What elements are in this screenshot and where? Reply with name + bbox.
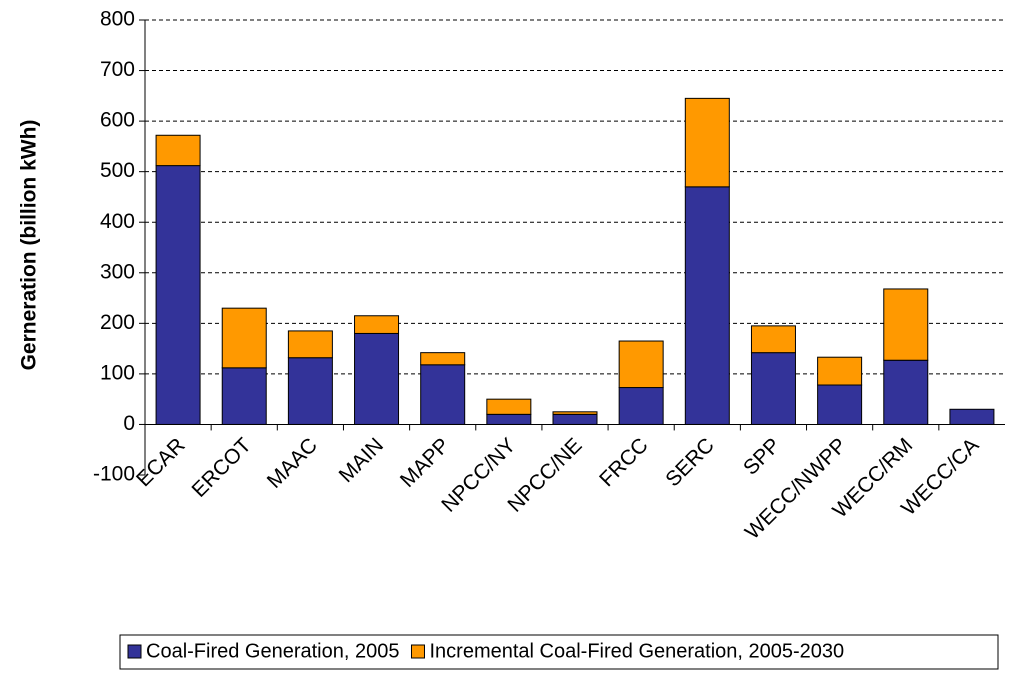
bar-segment: [155, 165, 201, 425]
x-tick-label: MAPP: [396, 434, 454, 492]
bar-segment: [552, 411, 598, 415]
bar-segment: [817, 384, 863, 425]
bar-segment: [618, 387, 664, 425]
x-tick-label: FRCC: [595, 434, 653, 492]
x-tick-label: SERC: [661, 434, 719, 492]
bar-segment: [750, 352, 796, 425]
legend-swatch: [127, 644, 142, 659]
legend-box: [119, 634, 999, 670]
bar-segment: [486, 398, 532, 415]
y-tick-label: 600: [100, 109, 135, 132]
y-axis-label: Gerneration (billion kWh): [18, 120, 41, 371]
y-tick-label: 200: [100, 311, 135, 334]
bar-segment: [750, 325, 796, 354]
y-tick-label: 400: [100, 210, 135, 233]
x-tick-label: MAAC: [263, 434, 322, 493]
y-tick-label: 500: [100, 159, 135, 182]
x-tick-label: ERCOT: [188, 434, 256, 502]
bar-segment: [221, 367, 267, 425]
y-tick-label: -100: [93, 463, 135, 486]
bar-segment: [287, 330, 333, 359]
x-tick-label: ECAR: [132, 434, 190, 492]
bar-segment: [155, 134, 201, 167]
y-tick-label: 100: [100, 361, 135, 384]
y-tick-label: 700: [100, 58, 135, 81]
bar-segment: [684, 97, 730, 188]
bar-segment: [883, 288, 929, 361]
legend-label: Coal-Fired Generation, 2005: [146, 640, 399, 662]
y-tick-label: 0: [123, 412, 135, 435]
legend-label: Incremental Coal-Fired Generation, 2005-…: [429, 640, 844, 662]
bar-segment: [221, 307, 267, 369]
bar-segment: [883, 359, 929, 425]
bar-segment: [420, 352, 466, 366]
bar-segment: [949, 408, 995, 425]
legend-swatch: [410, 644, 425, 659]
bar-segment: [684, 186, 730, 425]
bar-segment: [354, 332, 400, 425]
x-tick-label: MAIN: [335, 434, 388, 487]
bar-segment: [354, 315, 400, 334]
y-tick-label: 300: [100, 260, 135, 283]
bar-segment: [420, 364, 466, 425]
bar-segment: [552, 413, 598, 425]
x-tick-label: SPP: [739, 434, 785, 480]
bar-segment: [817, 356, 863, 386]
y-tick-label: 800: [100, 8, 135, 31]
bar-segment: [486, 413, 532, 425]
bar-segment: [618, 340, 664, 389]
bar-segment: [287, 357, 333, 425]
